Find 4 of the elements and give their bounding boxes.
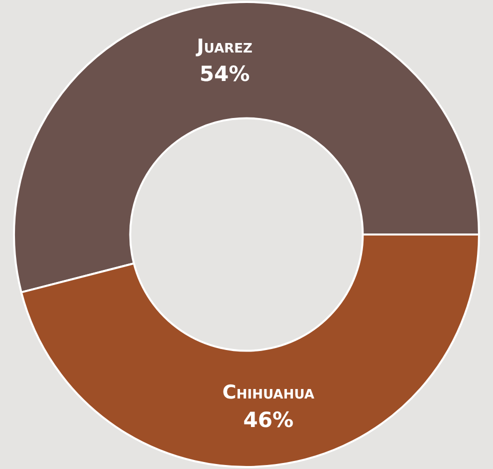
- slice-label: Juarez: [194, 35, 252, 58]
- data-label: 46%: [243, 408, 294, 432]
- slice-label: Chihuahua: [222, 381, 314, 404]
- data-label: 54%: [200, 62, 250, 86]
